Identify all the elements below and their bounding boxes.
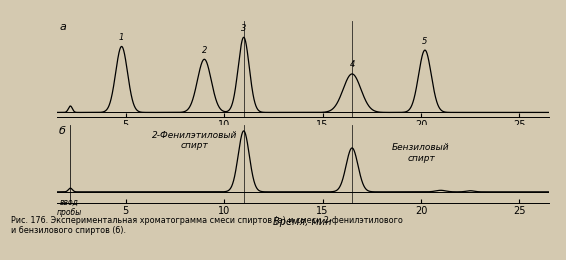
Text: б: б [59, 126, 66, 135]
Text: 1: 1 [119, 33, 125, 42]
Text: 5: 5 [422, 37, 428, 46]
X-axis label: Время, мин: Время, мин [273, 131, 332, 141]
Text: 2-Фенилэтиловый
спирт: 2-Фенилэтиловый спирт [152, 131, 237, 150]
Text: 3: 3 [241, 24, 246, 33]
Text: 4: 4 [349, 60, 355, 69]
Text: Рис. 176. Экспериментальная хроматограмма смеси спиртов (а) и смеси 2-фенилэтило: Рис. 176. Экспериментальная хроматограмм… [11, 216, 403, 235]
Text: ввод
пробы: ввод пробы [57, 198, 82, 217]
Text: a: a [59, 22, 66, 32]
Text: 2: 2 [201, 46, 207, 55]
Text: Бензиловый
спирт: Бензиловый спирт [392, 143, 450, 162]
X-axis label: Время, мин: Время, мин [273, 217, 332, 227]
